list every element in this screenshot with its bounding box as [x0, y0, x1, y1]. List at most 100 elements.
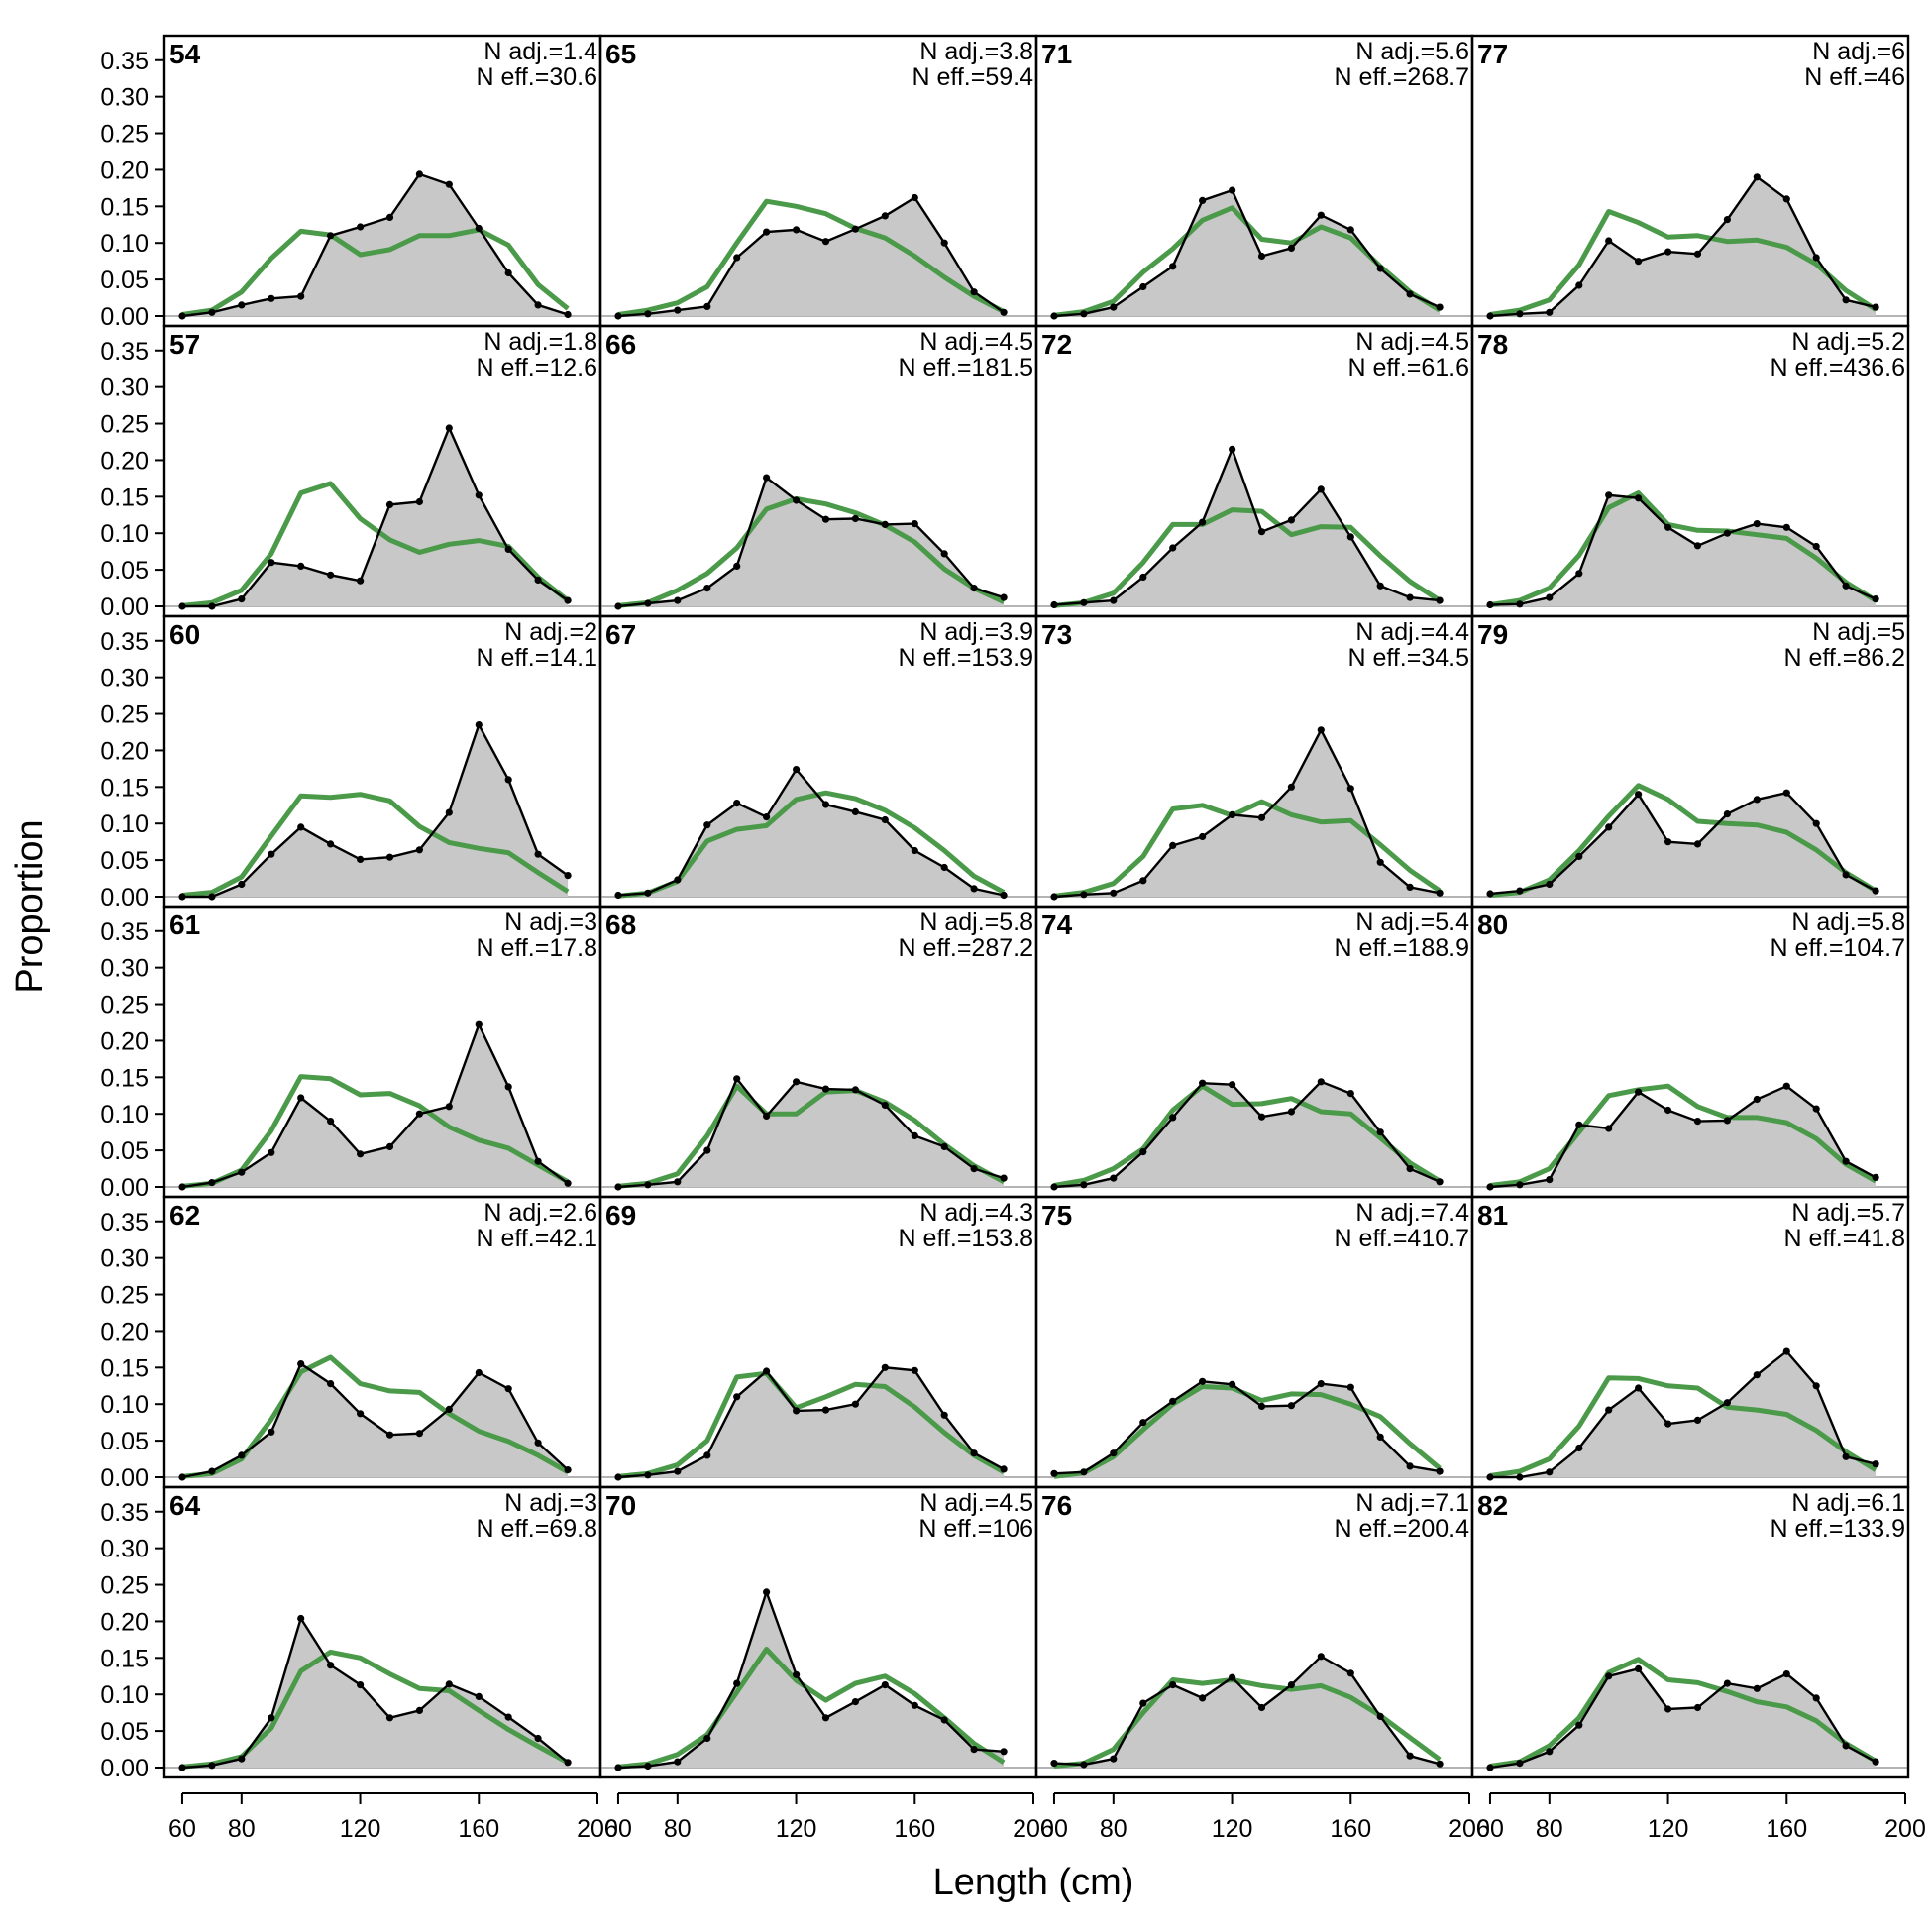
observed-point: [1723, 1399, 1731, 1407]
observed-point: [475, 1692, 483, 1700]
observed-point: [327, 571, 335, 579]
observed-point: [357, 223, 365, 231]
n-adj-label: N adj.=7.4: [1355, 1199, 1469, 1227]
observed-point: [297, 1360, 305, 1368]
observed-point: [534, 1439, 542, 1447]
panel-72: 72 N adj.=4.5N eff.=61.6: [1034, 324, 1474, 618]
observed-point: [1139, 282, 1147, 291]
n-adj-label: N adj.=5.4: [1355, 909, 1469, 936]
observed-point: [1346, 1669, 1354, 1677]
y-tick-label: 0.15: [100, 1645, 149, 1672]
observed-point: [1436, 596, 1444, 604]
y-tick-label: 0.20: [100, 1027, 149, 1055]
observed-area: [1054, 729, 1441, 897]
observed-point: [970, 1449, 978, 1457]
expected-line: [617, 1370, 1006, 1479]
observed-point: [1317, 485, 1325, 493]
observed-point: [1000, 1748, 1008, 1756]
panel-80: 80 N adj.=5.8N eff.=104.7: [1470, 905, 1910, 1199]
y-tick-label: 0.00: [100, 884, 149, 912]
observed-point: [1664, 838, 1672, 846]
observed-point: [881, 815, 889, 824]
observed-point: [1872, 887, 1879, 895]
observed-line: [181, 172, 569, 318]
y-tick-label: 0.25: [100, 1572, 149, 1600]
observed-point: [1287, 516, 1295, 524]
observed-point: [881, 212, 889, 220]
observed-point: [1575, 570, 1583, 578]
observed-point: [1575, 1721, 1583, 1729]
observed-point: [733, 800, 741, 807]
observed-point: [1723, 216, 1731, 224]
expected-line: [181, 792, 570, 898]
observed-point: [1635, 258, 1643, 266]
observed-point: [1812, 819, 1820, 827]
panel-67: 67 N adj.=3.9N eff.=153.9: [598, 614, 1038, 909]
observed-point: [327, 1380, 335, 1388]
y-tick-label: 0.15: [100, 774, 149, 802]
observed-point: [1000, 1465, 1008, 1473]
observed-line: [1489, 1667, 1877, 1770]
observed-point: [911, 520, 918, 528]
x-tick-label: 200: [1013, 1815, 1054, 1843]
y-tick-label: 0.15: [100, 193, 149, 221]
panel-60: 60 N adj.=2N eff.=14.1: [162, 614, 602, 909]
n-adj-label: N adj.=5.6: [1355, 38, 1469, 65]
observed-point: [644, 1471, 652, 1479]
observed-point: [1486, 600, 1494, 609]
observed-point: [564, 596, 572, 604]
observed-point: [1693, 542, 1702, 550]
x-tick-label: 160: [1766, 1815, 1807, 1843]
observed-point: [385, 1142, 394, 1150]
observed-point: [564, 1466, 572, 1474]
observed-point: [1257, 813, 1266, 821]
x-tick-label: 200: [1449, 1815, 1490, 1843]
n-eff-label: N eff.=86.2: [1783, 644, 1905, 672]
observed-point: [1436, 889, 1444, 897]
expected-line: [617, 1083, 1006, 1189]
expected-line: [1489, 490, 1878, 607]
n-adj-label: N adj.=6: [1812, 38, 1905, 65]
observed-point: [1346, 1383, 1354, 1391]
y-tick-label: 0.00: [100, 1755, 149, 1782]
y-axis-title: Proportion: [9, 819, 51, 993]
observed-point: [357, 1410, 365, 1418]
n-eff-label: N eff.=268.7: [1335, 63, 1469, 91]
y-tick-label: 0.00: [100, 1174, 149, 1202]
observed-point: [1605, 1672, 1613, 1680]
y-tick-label: 0.30: [100, 375, 149, 402]
observed-point: [475, 1368, 483, 1377]
observed-point: [1605, 1406, 1613, 1414]
observed-point: [911, 1131, 918, 1139]
observed-point: [1346, 533, 1354, 541]
n-adj-label: N adj.=5: [1812, 618, 1905, 646]
y-tick-label: 0.30: [100, 955, 149, 983]
observed-point: [1546, 308, 1554, 316]
observed-point: [793, 226, 801, 234]
observed-point: [1080, 310, 1088, 318]
observed-point: [674, 306, 682, 314]
observed-area: [182, 1618, 569, 1768]
observed-point: [1287, 1681, 1295, 1689]
observed-point: [763, 813, 771, 821]
observed-point: [1080, 1761, 1088, 1769]
observed-point: [911, 1701, 918, 1709]
panel-78: 78 N adj.=5.2N eff.=436.6: [1470, 324, 1910, 618]
observed-point: [1000, 308, 1008, 316]
x-tick-label: 60: [604, 1815, 632, 1843]
observed-area: [182, 724, 569, 897]
x-tick-label: 120: [776, 1815, 817, 1843]
panel-year-label: 74: [1041, 910, 1073, 940]
observed-point: [644, 599, 652, 607]
y-tick-label: 0.05: [100, 847, 149, 875]
observed-point: [763, 1588, 771, 1596]
observed-point: [1139, 573, 1147, 582]
observed-point: [415, 1110, 423, 1118]
observed-point: [1842, 296, 1850, 304]
observed-line: [1053, 446, 1441, 606]
observed-point: [1486, 1183, 1494, 1191]
observed-point: [327, 1118, 335, 1126]
expected-line: [1489, 1083, 1878, 1188]
observed-point: [644, 1181, 652, 1189]
observed-point: [1872, 1460, 1879, 1468]
